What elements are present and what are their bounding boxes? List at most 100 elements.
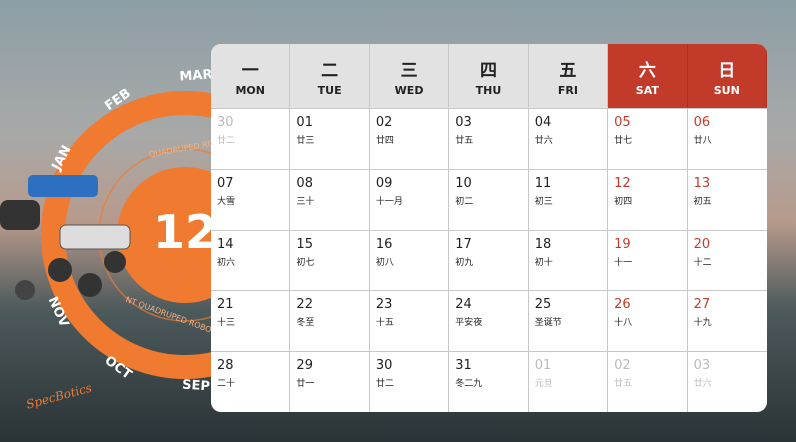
weekday-header: 三 WED (369, 44, 450, 108)
lunar-date: 廿五 (614, 379, 633, 390)
weekday-en: SAT (635, 83, 659, 97)
lunar-date: 十一 (614, 257, 633, 268)
weekday-cn: 二 (321, 60, 339, 81)
day-cell: 01 廿三 (290, 108, 370, 169)
month-label: SEP (182, 378, 211, 395)
day-cell: 20 十二 (687, 229, 767, 291)
day-cell: 08 三十 (290, 168, 370, 230)
signature: SpecBotics (25, 381, 94, 412)
weekday-en: TUE (317, 83, 342, 97)
day-number: 17 (455, 236, 472, 252)
lunar-date: 冬二九 (455, 379, 483, 390)
day-cell: 03 廿五 (449, 108, 529, 169)
day-cell: 02 廿四 (369, 108, 450, 169)
day-number: 10 (455, 175, 472, 191)
day-number: 02 (375, 115, 393, 130)
lunar-date: 廿六 (693, 379, 712, 390)
day-cell: 19 十一 (608, 229, 688, 291)
lunar-date: 初七 (296, 257, 315, 268)
day-number: 26 (614, 297, 631, 313)
day-number: 30 (375, 358, 393, 374)
day-cell: 01 元旦 (528, 351, 609, 412)
weekday-header: 四 THU (449, 44, 529, 108)
day-number: 18 (534, 236, 552, 252)
calendar-grid: 一 MON 二 TUE 三 WED 四 THU 五 FRI 六 SAT 日 SUN 30 廿二 01 廿三 02 廿四… (211, 44, 767, 412)
day-cell: 16 初八 (369, 229, 450, 291)
day-number: 06 (693, 115, 711, 130)
day-number: 07 (217, 175, 234, 191)
day-cell: 29 廿一 (290, 351, 370, 412)
weekday-header: 一 MON (211, 44, 291, 108)
day-number: 02 (614, 358, 631, 374)
day-number: 14 (217, 236, 234, 252)
weekday-en: THU (475, 83, 502, 97)
day-cell: 07 大雪 (211, 168, 291, 230)
lunar-date: 十三 (217, 318, 236, 329)
day-number: 03 (455, 115, 472, 130)
day-cell: 24 平安夜 (449, 290, 529, 352)
day-cell: 12 初四 (608, 168, 688, 230)
day-number: 22 (296, 297, 313, 313)
weekday-header: 二 TUE (290, 44, 370, 108)
robot (0, 175, 131, 300)
lunar-date: 三十 (296, 196, 315, 207)
lunar-date: 冬至 (296, 318, 315, 329)
day-number: 13 (693, 175, 711, 191)
day-number: 16 (375, 236, 393, 252)
lunar-date: 十五 (375, 318, 394, 329)
day-cell: 22 冬至 (290, 290, 370, 352)
lunar-date: 廿四 (375, 136, 394, 146)
weekday-cn: 日 (718, 60, 736, 81)
lunar-date: 平安夜 (455, 318, 483, 329)
day-cell: 30 廿二 (369, 351, 450, 412)
day-cell: 10 初二 (449, 168, 529, 230)
day-cell: 09 十一月 (369, 168, 450, 230)
lunar-date: 廿五 (455, 136, 474, 146)
day-number: 15 (296, 236, 313, 252)
lunar-date: 廿一 (296, 379, 315, 390)
weekday-cn: 六 (638, 60, 656, 81)
day-number: 28 (217, 358, 234, 374)
weekday-header: 五 FRI (528, 44, 609, 108)
day-cell: 25 圣诞节 (528, 290, 609, 352)
lunar-date: 十八 (614, 318, 633, 329)
lunar-date: 初三 (534, 196, 553, 207)
lunar-date: 十一月 (375, 196, 403, 207)
day-cell: 15 初七 (290, 229, 370, 291)
lunar-date: 初八 (375, 257, 394, 268)
lunar-date: 廿六 (534, 136, 553, 146)
weekday-header: 六 SAT (608, 44, 688, 108)
day-cell: 30 廿二 (211, 108, 291, 169)
day-number: 19 (614, 236, 631, 252)
day-number: 24 (455, 297, 472, 313)
day-number: 31 (455, 358, 472, 374)
lunar-date: 大雪 (217, 196, 236, 207)
lunar-date: 初六 (217, 257, 236, 268)
day-cell: 17 初九 (449, 229, 529, 291)
day-number: 11 (534, 175, 552, 191)
lunar-date: 二十 (217, 379, 236, 390)
day-cell: 04 廿六 (528, 108, 609, 169)
weekday-en: SUN (713, 83, 740, 97)
day-cell: 11 初三 (528, 168, 609, 230)
day-number: 12 (614, 175, 631, 191)
day-number: 01 (534, 358, 552, 374)
day-cell: 28 二十 (211, 351, 291, 412)
day-cell: 03 廿六 (687, 351, 767, 412)
lunar-date: 圣诞节 (534, 318, 562, 329)
lunar-date: 廿二 (375, 379, 394, 390)
day-cell: 05 廿七 (608, 108, 688, 169)
weekday-cn: 一 (241, 60, 259, 81)
lunar-date: 初十 (534, 257, 553, 268)
lunar-date: 廿七 (614, 136, 633, 146)
weekday-header: 日 SUN (687, 44, 767, 108)
weekday-en: FRI (557, 83, 578, 97)
day-number: 29 (296, 358, 313, 374)
day-cell: 26 十八 (608, 290, 688, 352)
month-label: MAR (179, 67, 213, 84)
day-number: 27 (693, 297, 711, 313)
day-cell: 06 廿八 (687, 108, 767, 169)
day-number: 08 (296, 175, 313, 191)
lunar-date: 十九 (693, 318, 712, 329)
